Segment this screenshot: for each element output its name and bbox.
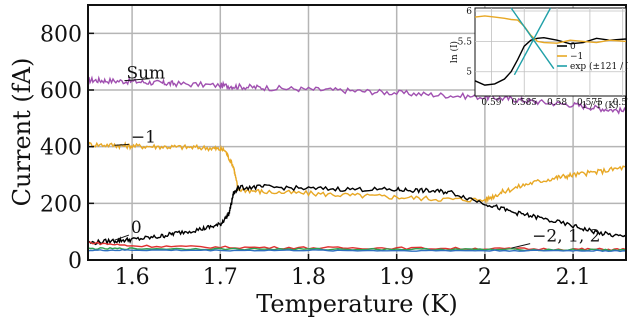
inset-legend-label-exp-121-t: exp (±121 / T): [570, 61, 628, 72]
annotation-pointer: [114, 234, 130, 241]
series-line-minus2-1-2-blue: [87, 248, 627, 253]
inset-x-tick-label: 0.58: [547, 98, 567, 108]
inset-x-tick-label: 0.57: [613, 98, 628, 108]
inset-legend-label-0: 0: [570, 42, 576, 52]
inset-series-group: [474, 7, 627, 86]
main-tick-marks: 1.6 1.7 1.8 1.9 2 2.1 0 200 400 600 800: [40, 22, 591, 290]
inset-series-line-exp-121-t-falling: [510, 7, 555, 70]
annotation-label-sum: Sum: [126, 64, 165, 84]
y-tick-label: 600: [40, 79, 82, 104]
inset-y-tick-label: 5.5: [458, 37, 473, 47]
series-line-minus1: [87, 141, 627, 205]
x-tick-label: 2: [478, 265, 492, 290]
inset-x-tick-label: 0.575: [577, 98, 603, 108]
annotation-label-minus1: −1: [131, 127, 156, 147]
inset-y-tick-label: 6: [466, 7, 472, 17]
series-line-sum: [87, 75, 627, 115]
annotation-pointer: [114, 143, 129, 146]
x-tick-label: 1.9: [379, 265, 414, 290]
x-axis-title: Temperature (K): [256, 290, 458, 318]
inset-x-axis-title: 1 / T (K): [581, 100, 618, 111]
inset-gridlines: [475, 8, 626, 96]
main-plot-frame: [87, 4, 627, 261]
inset-y-axis-title: ln (I): [449, 41, 460, 63]
y-tick-label: 200: [40, 192, 82, 217]
annotation-pointer: [124, 78, 150, 82]
main-annotations: Sum −1 0 −2, 1, 2: [114, 64, 600, 249]
annotation-pointer: [511, 243, 531, 249]
series-line-0: [87, 183, 627, 246]
inset-series-line-exp-121-t: [513, 7, 552, 76]
y-tick-label: 800: [40, 22, 82, 47]
inset-x-tick-label: 0.585: [511, 98, 537, 108]
annotation-label-minus2-1-2: −2, 1, 2: [532, 227, 600, 247]
y-tick-label: 0: [68, 249, 82, 274]
x-tick-label: 1.8: [291, 265, 326, 290]
x-tick-label: 1.6: [115, 265, 150, 290]
main-series-group: [87, 75, 627, 253]
y-tick-label: 400: [40, 136, 82, 161]
x-tick-label: 1.7: [203, 265, 238, 290]
inset-x-tick-label: 0.59: [481, 98, 501, 108]
inset-legend-label-minus1: −1: [570, 52, 583, 62]
inset-y-tick-label: 5: [466, 68, 472, 78]
annotation-label-0: 0: [131, 218, 142, 238]
x-tick-label: 2.1: [556, 265, 591, 290]
y-axis-title: Current (fA): [8, 58, 36, 207]
